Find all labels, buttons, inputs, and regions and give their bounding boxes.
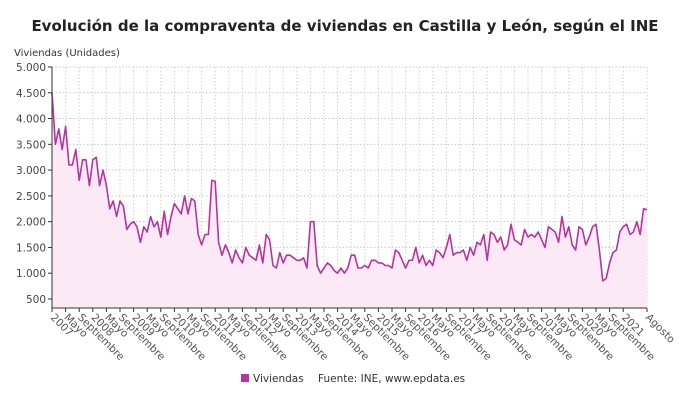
source-text: Fuente: INE, www.epdata.es [318,373,465,385]
x-axis: 2007MayoSeptiembre2008MayoSeptiembre2009… [48,308,677,363]
y-tick-label: 3.000 [16,165,46,177]
legend-label: Viviendas [253,373,304,385]
y-tick-label: 4.500 [16,88,46,100]
x-tick-label: Agosto [643,312,677,346]
y-tick-label: 2.500 [16,191,46,203]
legend: Viviendas Fuente: INE, www.epdata.es [241,373,465,385]
legend-swatch [241,374,249,382]
y-tick-label: 500 [26,294,46,306]
y-axis: 500 1.000 1.500 2.000 2.500 3.000 3.500 4.000 4.… [16,62,52,306]
y-axis-label: Viviendas (Unidades) [14,48,120,59]
y-tick-label: 4.000 [16,114,46,126]
y-tick-label: 1.500 [16,242,46,254]
series-line [51,92,648,282]
y-tick-label: 2.000 [16,217,46,229]
y-tick-label: 3.500 [16,139,46,151]
y-tick-label: 1.000 [16,268,46,280]
chart-title: Evolución de la compraventa de viviendas… [31,17,658,35]
y-tick-label: 5.000 [16,62,46,74]
series-area [52,92,647,308]
